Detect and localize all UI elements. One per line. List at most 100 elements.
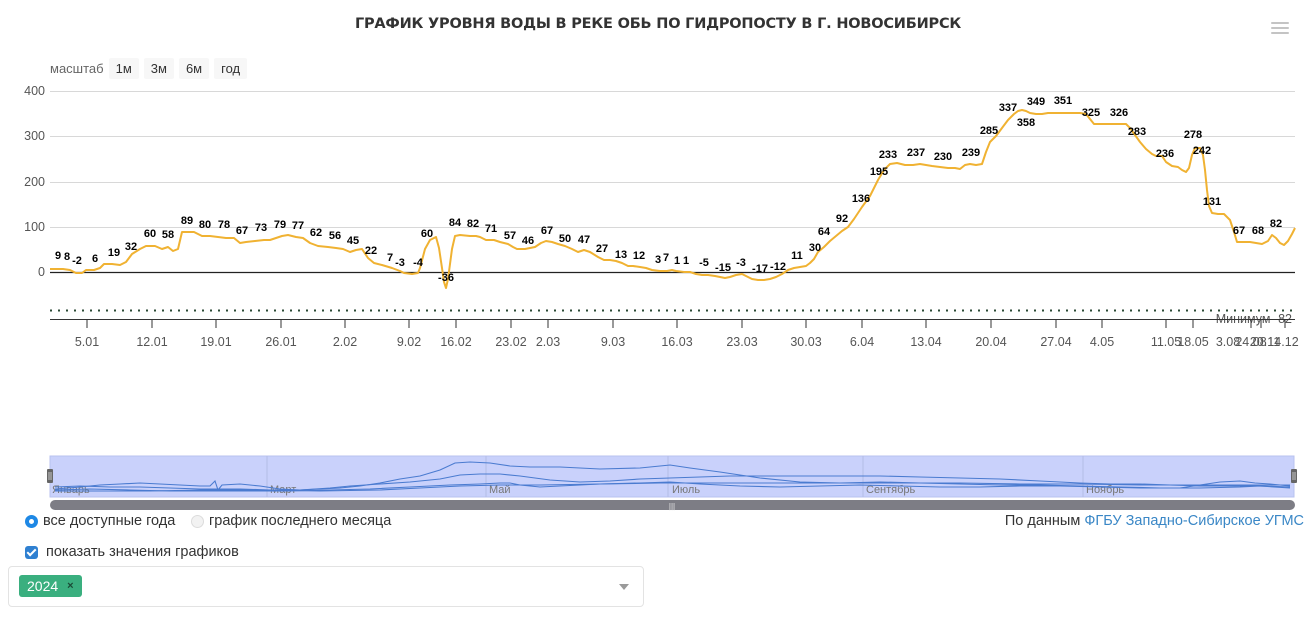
- data-label: 89: [181, 215, 193, 227]
- data-label: 6: [92, 253, 98, 265]
- remove-tag-icon[interactable]: ×: [67, 580, 74, 592]
- x-tick-label: 11.05: [1151, 335, 1181, 349]
- data-label: 32: [125, 241, 137, 253]
- navigator-month-label: Сентябрь: [866, 484, 916, 496]
- x-tick-label: 4.05: [1090, 335, 1114, 349]
- data-label: 46: [522, 235, 534, 247]
- radio-last-month[interactable]: график последнего месяца: [191, 513, 391, 529]
- show-values-checkbox[interactable]: показать значения графиков: [25, 544, 239, 560]
- year-tag-2024[interactable]: 2024 ×: [19, 575, 82, 597]
- navigator-handle-left[interactable]: [47, 469, 53, 483]
- data-label: -36: [438, 272, 454, 284]
- data-label: -3: [736, 257, 746, 269]
- data-label: 283: [1128, 126, 1146, 138]
- chart-area: 400 300 200 100 0 Минимум -82 5.01 12.01…: [24, 84, 1299, 511]
- x-tick-label: 18.05: [1177, 335, 1208, 349]
- data-label: 136: [852, 193, 870, 205]
- x-tick-label: 26.01: [265, 335, 296, 349]
- y-tick-0: 0: [38, 265, 45, 279]
- radio-all-years-label: все доступные года: [43, 513, 176, 529]
- data-label: 1: [674, 255, 680, 267]
- source-link[interactable]: ФГБУ Западно-Сибирское УГМС: [1084, 513, 1304, 529]
- data-label: 3: [655, 254, 661, 266]
- y-tick-300: 300: [24, 129, 45, 143]
- data-label: 337: [999, 102, 1017, 114]
- x-tick-label: 23.02: [495, 335, 526, 349]
- data-label: 47: [578, 234, 590, 246]
- chevron-down-icon[interactable]: [619, 584, 629, 590]
- radio-unchecked-icon[interactable]: [191, 514, 204, 528]
- gridlines: [50, 91, 1295, 228]
- data-label: 242: [1193, 145, 1211, 157]
- x-axis-labels: 5.01 12.01 19.01 26.01 2.02 9.02 16.02 2…: [75, 335, 1299, 349]
- zoom-range-selector: масштаб 1м 3м 6м год: [50, 57, 252, 79]
- x-tick-label: 9.03: [601, 335, 625, 349]
- zoom-6m-button[interactable]: 6м: [178, 57, 210, 79]
- data-source: По данным ФГБУ Западно-Сибирское УГМС: [1005, 513, 1304, 529]
- data-label: 358: [1017, 117, 1035, 129]
- radio-checked-icon[interactable]: [25, 514, 38, 528]
- data-label: 64: [818, 226, 831, 238]
- navigator[interactable]: Январь Март Май Июль Сентябрь Ноябрь: [47, 455, 1297, 498]
- data-label: 77: [292, 220, 304, 232]
- data-label: 7: [663, 252, 669, 264]
- scrollbar-grip-icon[interactable]: |||: [669, 502, 675, 511]
- hamburger-menu-icon[interactable]: [1271, 22, 1289, 36]
- y-tick-100: 100: [24, 220, 45, 234]
- zoom-label: масштаб: [50, 60, 104, 76]
- radio-last-month-label: график последнего месяца: [209, 513, 392, 529]
- data-label: 80: [199, 219, 211, 231]
- data-label: 12: [633, 250, 645, 262]
- navigator-handle-right[interactable]: [1291, 469, 1297, 483]
- data-label: 58: [162, 229, 174, 241]
- x-tick-label: 20.11: [1250, 335, 1280, 349]
- data-label: 71: [485, 223, 497, 235]
- data-labels: 9 8 -2 6 19 32 60 58 89 80 78 67 73 79 7…: [55, 95, 1282, 284]
- checkbox-checked-icon[interactable]: [25, 545, 38, 559]
- data-label: 57: [504, 230, 516, 242]
- x-tick-label: 12.01: [136, 335, 167, 349]
- data-label: 11: [791, 250, 803, 262]
- data-label: -2: [72, 255, 82, 267]
- data-label: 79: [274, 219, 286, 231]
- show-values-label: показать значения графиков: [46, 544, 239, 560]
- data-label: -12: [770, 261, 786, 273]
- data-label: 67: [541, 225, 553, 237]
- data-label: -4: [413, 257, 424, 269]
- x-axis-ticks: [86, 320, 1286, 328]
- data-label: 27: [596, 243, 608, 255]
- y-axis: 400 300 200 100 0: [24, 84, 45, 279]
- x-tick-label: 16.02: [440, 335, 471, 349]
- data-label: 45: [347, 235, 359, 247]
- x-tick-label: 23.03: [726, 335, 757, 349]
- data-label: 8: [64, 251, 70, 263]
- year-multiselect[interactable]: 2024 ×: [8, 566, 644, 607]
- navigator-month-label: Май: [489, 484, 511, 496]
- data-label: 233: [879, 149, 897, 161]
- source-prefix: По данным: [1004, 513, 1081, 529]
- data-label: 67: [1233, 225, 1245, 237]
- data-label: 60: [144, 228, 156, 240]
- zoom-year-button[interactable]: год: [214, 57, 248, 79]
- zoom-3m-button[interactable]: 3м: [143, 57, 174, 79]
- zoom-1m-button[interactable]: 1м: [108, 57, 139, 79]
- data-label: -15: [715, 262, 731, 274]
- series-line-2024[interactable]: [50, 109, 1296, 289]
- chart-title: ГРАФИК УРОВНЯ ВОДЫ В РЕКЕ ОБЬ ПО ГИДРОПО…: [354, 16, 962, 32]
- data-label: 239: [962, 147, 980, 159]
- data-label: 56: [329, 230, 341, 242]
- data-label: 62: [310, 227, 322, 239]
- data-label: 68: [1252, 225, 1264, 237]
- data-label: 60: [421, 228, 433, 240]
- data-label: 50: [559, 233, 571, 245]
- data-label: 73: [255, 222, 267, 234]
- data-label: 278: [1184, 129, 1202, 141]
- data-label: 131: [1203, 196, 1221, 208]
- navigator-month-label: Июль: [672, 484, 700, 496]
- radio-all-years[interactable]: все доступные года: [25, 513, 175, 529]
- data-label: 78: [218, 219, 230, 231]
- data-label: -17: [752, 263, 768, 275]
- x-tick-label: 14.12: [1267, 335, 1298, 349]
- navigator-scrollbar[interactable]: [50, 500, 1295, 510]
- x-tick-label: 6.04: [850, 335, 874, 349]
